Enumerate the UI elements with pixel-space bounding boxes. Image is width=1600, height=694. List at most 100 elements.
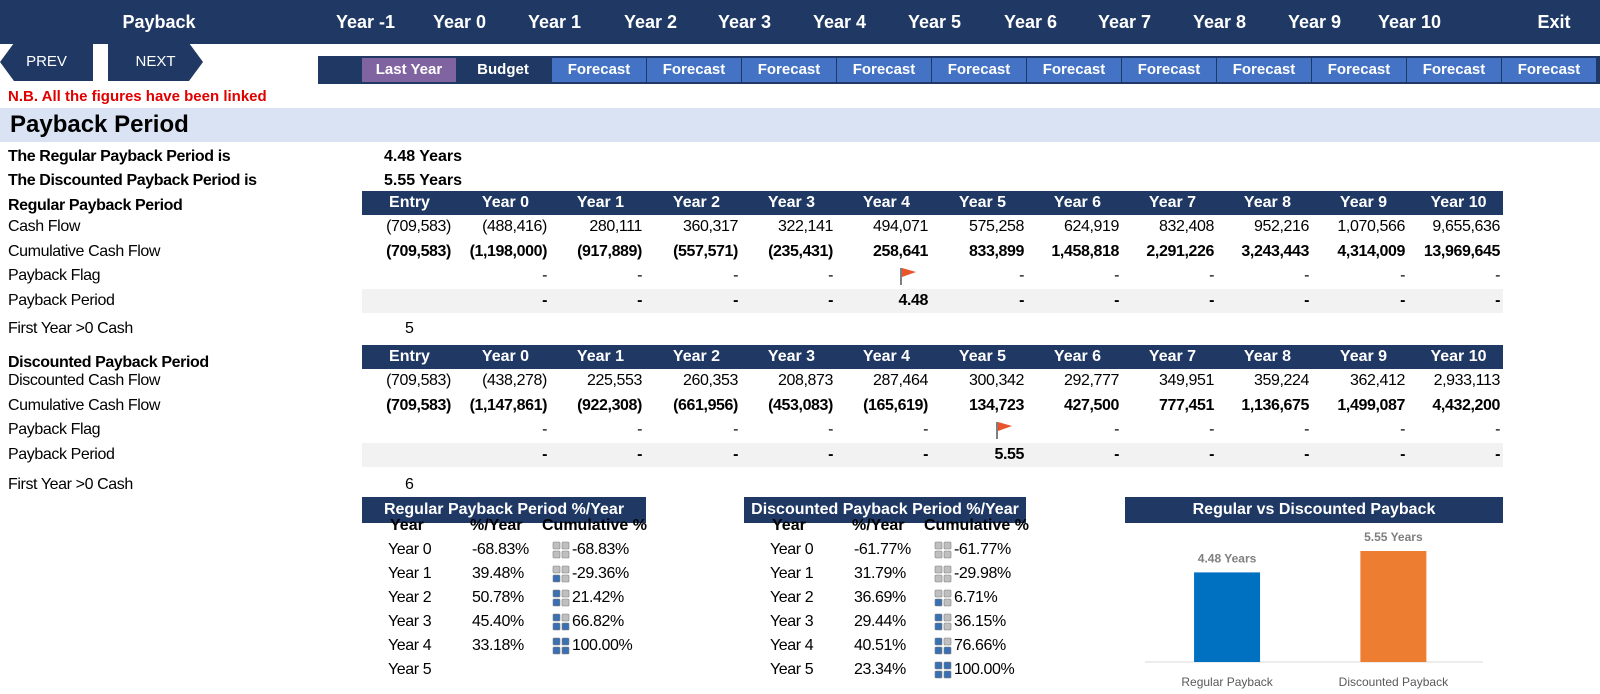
- regular-cell: -: [1495, 267, 1500, 284]
- nav-title-payback[interactable]: Payback: [122, 12, 196, 32]
- discounted_pct-cum: 36.15%: [954, 613, 1006, 630]
- discounted-pct-title: Discounted Payback Period %/Year: [744, 497, 1026, 523]
- sub-nav-tab-8[interactable]: Forecast: [1122, 58, 1216, 82]
- top-nav-bar: Payback Year -1 Year 0 Year 1 Year 2 Year 3 Y…: [0, 0, 1600, 44]
- discounted_pct-header-2: Cumulative %: [924, 517, 1029, 534]
- discounted-cell: 1,499,087: [1337, 396, 1405, 414]
- discounted-first-year-label: First Year >0 Cash: [8, 476, 133, 493]
- discounted_pct-pct: 40.51%: [854, 637, 906, 654]
- discounted-header-10: Year 9: [1339, 348, 1388, 365]
- discounted-first-year-value: 6: [405, 476, 414, 493]
- payback-flag-icon: [996, 422, 1012, 439]
- regular-cell: 2,291,226: [1146, 242, 1214, 260]
- nav-year-4[interactable]: Year 3: [717, 12, 772, 32]
- sub-nav-tab-4[interactable]: Forecast: [742, 58, 836, 82]
- regular_pct-year: Year 2: [388, 589, 432, 606]
- sub-nav-tab-5[interactable]: Forecast: [837, 58, 931, 82]
- sub-nav-tab-0[interactable]: Last Year: [362, 58, 456, 82]
- discounted_pct-cum: 100.00%: [954, 661, 1015, 678]
- regular-cell: 258,641: [872, 242, 928, 260]
- discounted-header-3: Year 2: [672, 348, 721, 365]
- regular-cell: -: [1114, 291, 1119, 309]
- discounted-cell: 225,553: [586, 372, 642, 389]
- regular_pct-header-2: Cumulative %: [542, 517, 647, 534]
- discounted-cell: [362, 443, 451, 467]
- next-button[interactable]: NEXT: [108, 43, 203, 81]
- sub-nav-tab-7[interactable]: Forecast: [1027, 58, 1121, 82]
- chart-title: Regular vs Discounted Payback: [1125, 497, 1503, 523]
- regular_pct-cum-cell: -68.83%: [552, 538, 629, 562]
- discounted-cell: -: [828, 421, 833, 438]
- regular-cell: -: [637, 291, 642, 309]
- nav-year-2[interactable]: Year 1: [527, 12, 582, 32]
- sub-nav-tab-6[interactable]: Forecast: [932, 58, 1026, 82]
- discounted-cell: 777,451: [1158, 396, 1214, 414]
- discounted-cell: (661,956): [673, 396, 738, 414]
- regular-cell: (557,571): [673, 242, 738, 260]
- regular-cell: [362, 289, 451, 313]
- regular-cell: 3,243,443: [1241, 242, 1309, 260]
- sub-nav-tab-9[interactable]: Forecast: [1217, 58, 1311, 82]
- discounted-cell: 4,432,200: [1432, 396, 1500, 414]
- regular-cell: -: [542, 291, 547, 309]
- nav-year-11[interactable]: Year 10: [1377, 12, 1442, 32]
- discounted-header-7: Year 6: [1053, 348, 1102, 365]
- discounted-header-5: Year 4: [862, 348, 911, 365]
- regular_pct-year: Year 4: [388, 637, 432, 654]
- discounted-cell: 427,500: [1063, 396, 1119, 414]
- regular-header-5: Year 4: [862, 194, 911, 211]
- nav-year-8[interactable]: Year 7: [1097, 12, 1152, 32]
- nav-year-5[interactable]: Year 4: [812, 12, 867, 32]
- regular-cell: 1,070,566: [1337, 218, 1405, 235]
- discounted-cell: -: [733, 421, 738, 438]
- regular-cell: 13,969,645: [1423, 242, 1500, 260]
- sub-nav-tab-3[interactable]: Forecast: [647, 58, 741, 82]
- sub-nav-tab-11[interactable]: Forecast: [1407, 58, 1501, 82]
- discounted-cell: -: [1495, 445, 1500, 463]
- discounted_pct-year: Year 5: [770, 661, 814, 678]
- sub-nav-tab-12[interactable]: Forecast: [1502, 58, 1596, 82]
- discounted-cell: 5.55: [994, 445, 1024, 463]
- nav-year-0[interactable]: Year -1: [335, 12, 396, 32]
- nav-year-1[interactable]: Year 0: [432, 12, 487, 32]
- quarter-fill-icon: [934, 637, 952, 655]
- regular-row-label-0: Cash Flow: [8, 218, 80, 235]
- nav-year-9[interactable]: Year 8: [1192, 12, 1247, 32]
- regular-cell: 575,258: [968, 218, 1024, 235]
- section-title: Payback Period: [10, 111, 189, 138]
- sub-nav-tab-10[interactable]: Forecast: [1312, 58, 1406, 82]
- regular-cell: -: [637, 267, 642, 284]
- quarter-fill-icon: [934, 565, 952, 583]
- sub-nav-tab-2[interactable]: Forecast: [552, 58, 646, 82]
- discounted-cell: 260,353: [682, 372, 738, 389]
- sub-nav-tab-1[interactable]: Budget: [456, 58, 550, 82]
- regular-table-header: Entry Year 0 Year 1 Year 2 Year 3 Year 4 Year …: [362, 191, 1503, 215]
- nav-exit[interactable]: Exit: [1537, 12, 1571, 32]
- discounted-header-11: Year 10: [1430, 348, 1487, 365]
- discounted-cell: (1,147,861): [469, 396, 548, 414]
- regular-cell: -: [1209, 267, 1214, 284]
- regular_pct-cum: -29.36%: [572, 565, 629, 582]
- discounted-header-8: Year 7: [1148, 348, 1197, 365]
- regular-header-9: Year 8: [1243, 194, 1292, 211]
- regular-header-10: Year 9: [1339, 194, 1388, 211]
- discounted-cell: 1,136,675: [1241, 396, 1309, 414]
- discounted-row-label-0: Discounted Cash Flow: [8, 372, 161, 389]
- nav-year-7[interactable]: Year 6: [1003, 12, 1058, 32]
- regular-cell: 833,899: [968, 242, 1024, 260]
- quarter-fill-icon: [934, 589, 952, 607]
- regular-row-label-2: Payback Flag: [8, 267, 101, 284]
- regular_pct-cum: 66.82%: [572, 613, 624, 630]
- nav-year-3[interactable]: Year 2: [623, 12, 678, 32]
- regular-header-2: Year 1: [576, 194, 625, 211]
- regular-cell: -: [542, 267, 547, 284]
- discounted-cell: (709,583): [386, 372, 451, 389]
- regular-row-label-3: Payback Period: [8, 291, 115, 309]
- payback-bar-chart: 4.48 Years Regular Payback 5.55 Years Disco…: [1145, 530, 1483, 689]
- regular-cell: 4,314,009: [1337, 242, 1405, 260]
- regular_pct-header-0: Year: [390, 517, 424, 534]
- nav-year-10[interactable]: Year 9: [1287, 12, 1342, 32]
- discounted_pct-cum: 76.66%: [954, 637, 1006, 654]
- nav-year-6[interactable]: Year 5: [907, 12, 962, 32]
- prev-button[interactable]: PREV: [0, 43, 93, 81]
